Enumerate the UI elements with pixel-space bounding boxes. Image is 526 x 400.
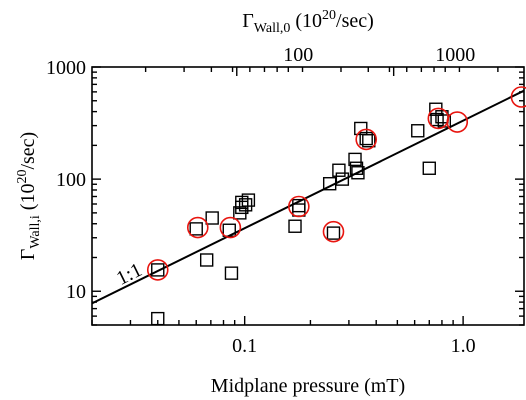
y-axis-unit: /sec): [17, 132, 39, 170]
square-marker: [292, 198, 306, 213]
tick-labels: 0.1 1.0 10 100 1000 100 1000: [46, 44, 476, 357]
y-tick-label: 100: [56, 169, 86, 191]
circle-marker: [322, 220, 345, 243]
square-marker: [288, 219, 302, 233]
one-to-one-label: 1:1: [113, 259, 146, 290]
top-tick-label: 100: [283, 44, 313, 66]
circle-marker: [288, 195, 310, 218]
square-marker: [362, 134, 376, 148]
square-marker: [351, 166, 365, 180]
y-axis-title: ΓWall,i (1020/sec): [15, 132, 43, 260]
top-tick-label: 1000: [435, 44, 475, 66]
y-axis-base: (10: [17, 184, 39, 216]
square-marker: [199, 253, 214, 267]
x-tick-label: 1.0: [451, 335, 476, 357]
top-axis-gamma: Γ: [242, 10, 254, 32]
square-marker: [422, 161, 436, 175]
circle-marker: [355, 128, 377, 151]
square-marker: [359, 131, 373, 146]
square-marker: [332, 163, 346, 177]
square-marker: [292, 203, 306, 217]
y-axis-gamma: Γ: [17, 249, 39, 261]
square-marker: [411, 124, 425, 138]
square-markers: [151, 102, 451, 326]
square-marker: [335, 172, 350, 186]
square-marker: [189, 222, 203, 236]
circle-marker: [446, 111, 469, 133]
y-axis-superscript: 20: [15, 170, 30, 184]
square-marker: [349, 161, 364, 175]
one-to-one-line: [91, 89, 525, 305]
square-marker: [151, 311, 165, 326]
circle-marker: [219, 216, 242, 239]
top-axis-base: (10: [290, 10, 322, 32]
square-marker: [222, 223, 236, 237]
square-marker: [348, 152, 362, 167]
square-marker: [205, 211, 219, 225]
y-axis-subscript: Wall,i: [28, 215, 43, 249]
x-tick-label: 0.1: [232, 335, 257, 357]
top-axis-unit: /sec): [336, 10, 374, 32]
axis-ticks: [91, 66, 524, 326]
square-marker: [430, 112, 444, 127]
x-axis-title: Midplane pressure (mT): [211, 375, 405, 397]
y-tick-label: 10: [66, 281, 86, 303]
square-marker: [151, 263, 165, 277]
circle-marker: [146, 259, 169, 281]
square-marker: [326, 226, 341, 240]
circle-markers: [146, 86, 526, 281]
top-axis-superscript: 20: [322, 8, 336, 23]
square-marker: [238, 198, 253, 212]
square-marker: [224, 266, 239, 280]
square-marker: [241, 193, 256, 207]
top-axis-title: ΓWall,0 (1020/sec): [242, 8, 374, 36]
top-axis-subscript: Wall,0: [254, 21, 291, 36]
circle-marker: [510, 86, 526, 108]
circle-marker: [186, 216, 209, 239]
y-tick-label: 1000: [46, 57, 86, 79]
